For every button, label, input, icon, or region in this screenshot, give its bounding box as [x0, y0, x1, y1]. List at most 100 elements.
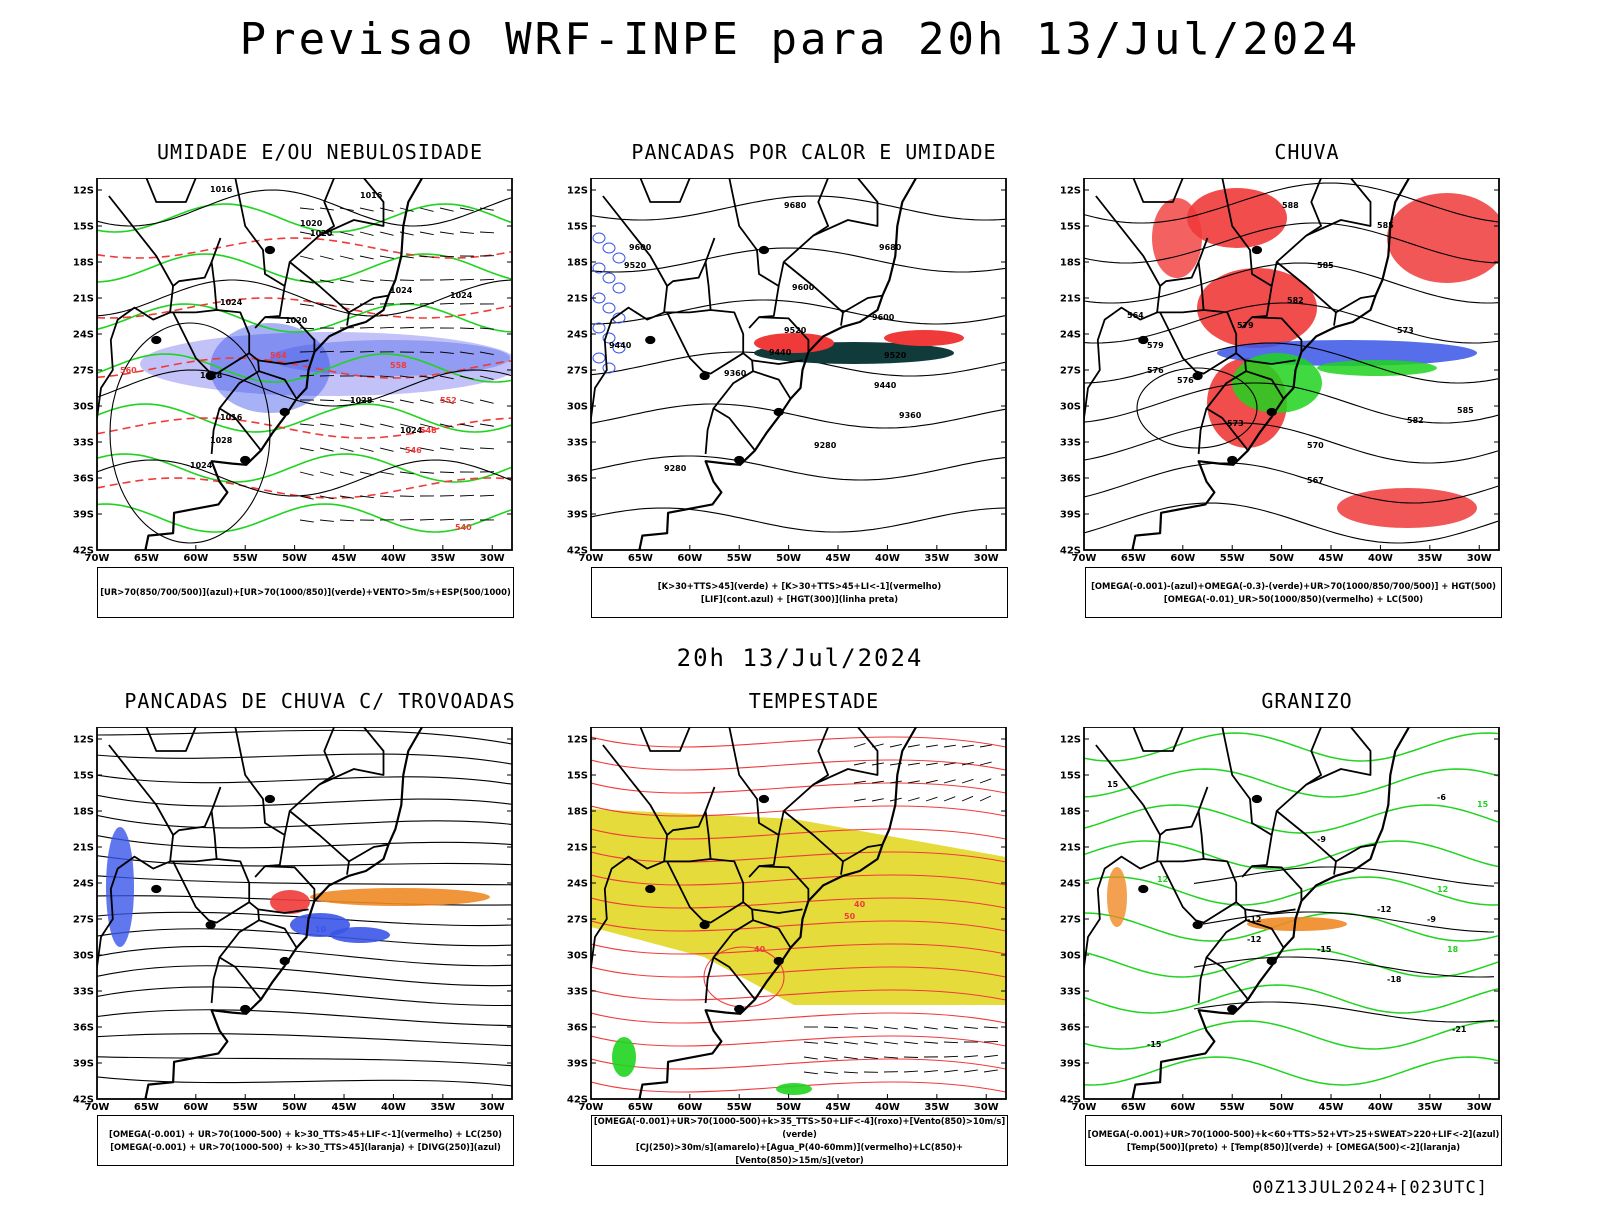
lat-tick-label: 36S — [1060, 474, 1081, 485]
contour-label: 558 — [390, 361, 407, 370]
contour-label: 1028 — [350, 396, 373, 405]
forecast-map: 1016102010161020102410241024102810281024… — [60, 178, 550, 578]
lat-tick-label: 15S — [567, 222, 588, 233]
lon-tick-label: 55W — [727, 553, 752, 564]
lat-tick-label: 33S — [567, 987, 588, 998]
lat-tick-label: 21S — [73, 294, 94, 305]
contour-label: 50 — [844, 912, 856, 921]
contour-label: 546 — [405, 446, 422, 455]
contour-label: 9520 — [624, 261, 647, 270]
lon-tick-label: 45W — [1319, 1102, 1344, 1113]
lake-marker — [701, 922, 709, 928]
lat-tick-label: 24S — [567, 330, 588, 341]
contour-label: 12 — [1157, 875, 1168, 884]
lon-tick-label: 50W — [776, 1102, 801, 1113]
wind-arrow — [824, 1027, 838, 1028]
lat-tick-label: 36S — [1060, 1023, 1081, 1034]
contour-label: -15 — [1317, 945, 1332, 954]
lat-tick-label: 21S — [567, 294, 588, 305]
lat-tick-label: 33S — [567, 438, 588, 449]
contour-label: 540 — [455, 523, 472, 532]
lat-tick-label: 27S — [73, 915, 94, 926]
legend-box: [OMEGA(-0.001)+UR>70(1000-500)+k<60+TTS>… — [1085, 1115, 1502, 1166]
lon-tick-label: 55W — [1220, 1102, 1245, 1113]
lat-tick-label: 12S — [1060, 186, 1081, 197]
lon-tick-label: 70W — [1072, 553, 1097, 564]
wind850-shading — [776, 1083, 812, 1095]
wind-arrow — [320, 400, 334, 401]
contour-label: 570 — [1307, 441, 1324, 450]
lat-tick-label: 30S — [1060, 951, 1081, 962]
lon-tick-label: 60W — [183, 1102, 208, 1113]
lake-marker — [241, 457, 249, 463]
lat-tick-label: 36S — [73, 474, 94, 485]
legend-box: [UR>70(850/700/500)](azul)+[UR>70(1000/8… — [97, 567, 514, 618]
contour-label: 9280 — [664, 464, 687, 473]
forecast-map: 9680968096009600952095209440944093609360… — [554, 178, 1044, 578]
lake-marker — [760, 247, 768, 253]
contour-label: -6 — [1437, 793, 1446, 802]
wind850-shading — [612, 1037, 636, 1077]
storm-shading — [310, 888, 490, 906]
lat-tick-label: 30S — [73, 402, 94, 413]
lat-tick-label: 18S — [1060, 807, 1081, 818]
wind-arrow — [400, 327, 414, 328]
lat-tick-label: 12S — [567, 735, 588, 746]
omega500-shading — [1107, 867, 1127, 927]
lat-tick-label: 21S — [73, 843, 94, 854]
lon-tick-label: 50W — [1269, 553, 1294, 564]
lon-tick-label: 50W — [282, 553, 307, 564]
contour-label: 40 — [854, 900, 866, 909]
contour-label: 15 — [1477, 800, 1489, 809]
lon-tick-label: 30W — [1467, 1102, 1492, 1113]
lat-tick-label: 33S — [1060, 987, 1081, 998]
contour-label: 40 — [754, 945, 766, 954]
lon-tick-label: 30W — [480, 1102, 505, 1113]
contour-label: -9 — [1427, 915, 1436, 924]
lon-tick-label: 40W — [1368, 553, 1393, 564]
lake-marker — [1194, 373, 1202, 379]
lon-tick-label: 65W — [1121, 1102, 1146, 1113]
contour-label: 15 — [1107, 780, 1119, 789]
lon-tick-label: 60W — [677, 1102, 702, 1113]
lat-tick-label: 27S — [1060, 915, 1081, 926]
lat-tick-label: 18S — [567, 258, 588, 269]
lon-tick-label: 50W — [1269, 1102, 1294, 1113]
contour-label: 1016 — [220, 413, 243, 422]
lon-tick-label: 35W — [430, 1102, 455, 1113]
lat-tick-label: 24S — [73, 879, 94, 890]
lat-tick-label: 27S — [567, 366, 588, 377]
lake-marker — [1268, 958, 1276, 964]
lon-tick-label: 60W — [183, 553, 208, 564]
lon-tick-label: 60W — [677, 553, 702, 564]
lat-tick-label: 39S — [73, 510, 94, 521]
contour-label: 9520 — [884, 351, 907, 360]
panel-title: PANCADAS DE CHUVA C/ TROVOADAS — [60, 689, 580, 713]
lat-tick-label: 39S — [1060, 510, 1081, 521]
legend-line: [OMEGA(-0.01)_UR>50(1000/850)(vermelho) … — [1086, 593, 1501, 606]
lon-tick-label: 35W — [430, 553, 455, 564]
lat-tick-label: 18S — [73, 258, 94, 269]
forecast-map: 5885855855825795765735705675645795765735… — [1047, 178, 1537, 578]
lon-tick-label: 65W — [1121, 553, 1146, 564]
contour-label: 576 — [1177, 376, 1194, 385]
lake-marker — [735, 1006, 743, 1012]
contour-label: 9440 — [609, 341, 632, 350]
lon-tick-label: 70W — [1072, 1102, 1097, 1113]
humidity-shading — [270, 340, 510, 376]
legend-line: [LIF](cont.azul) + [HGT(300)](linha pret… — [592, 593, 1007, 606]
legend-line: [K>30+TTS>45](verde) + [K>30+TTS>45+LI<-… — [592, 580, 1007, 593]
lon-tick-label: 70W — [579, 553, 604, 564]
lat-tick-label: 15S — [73, 771, 94, 782]
lake-marker — [281, 958, 289, 964]
instability-shading — [754, 333, 834, 353]
contour-label: 9680 — [879, 243, 902, 252]
lat-tick-label: 15S — [1060, 222, 1081, 233]
lon-tick-label: 40W — [1368, 1102, 1393, 1113]
contour-label: -9 — [1317, 835, 1326, 844]
lon-tick-label: 55W — [1220, 553, 1245, 564]
contour-label: 573 — [1397, 326, 1414, 335]
legend-line: [OMEGA(-0.001)-(azul)+OMEGA(-0.3)-(verde… — [1086, 580, 1501, 593]
wind-arrow — [360, 327, 374, 328]
lake-marker — [207, 922, 215, 928]
